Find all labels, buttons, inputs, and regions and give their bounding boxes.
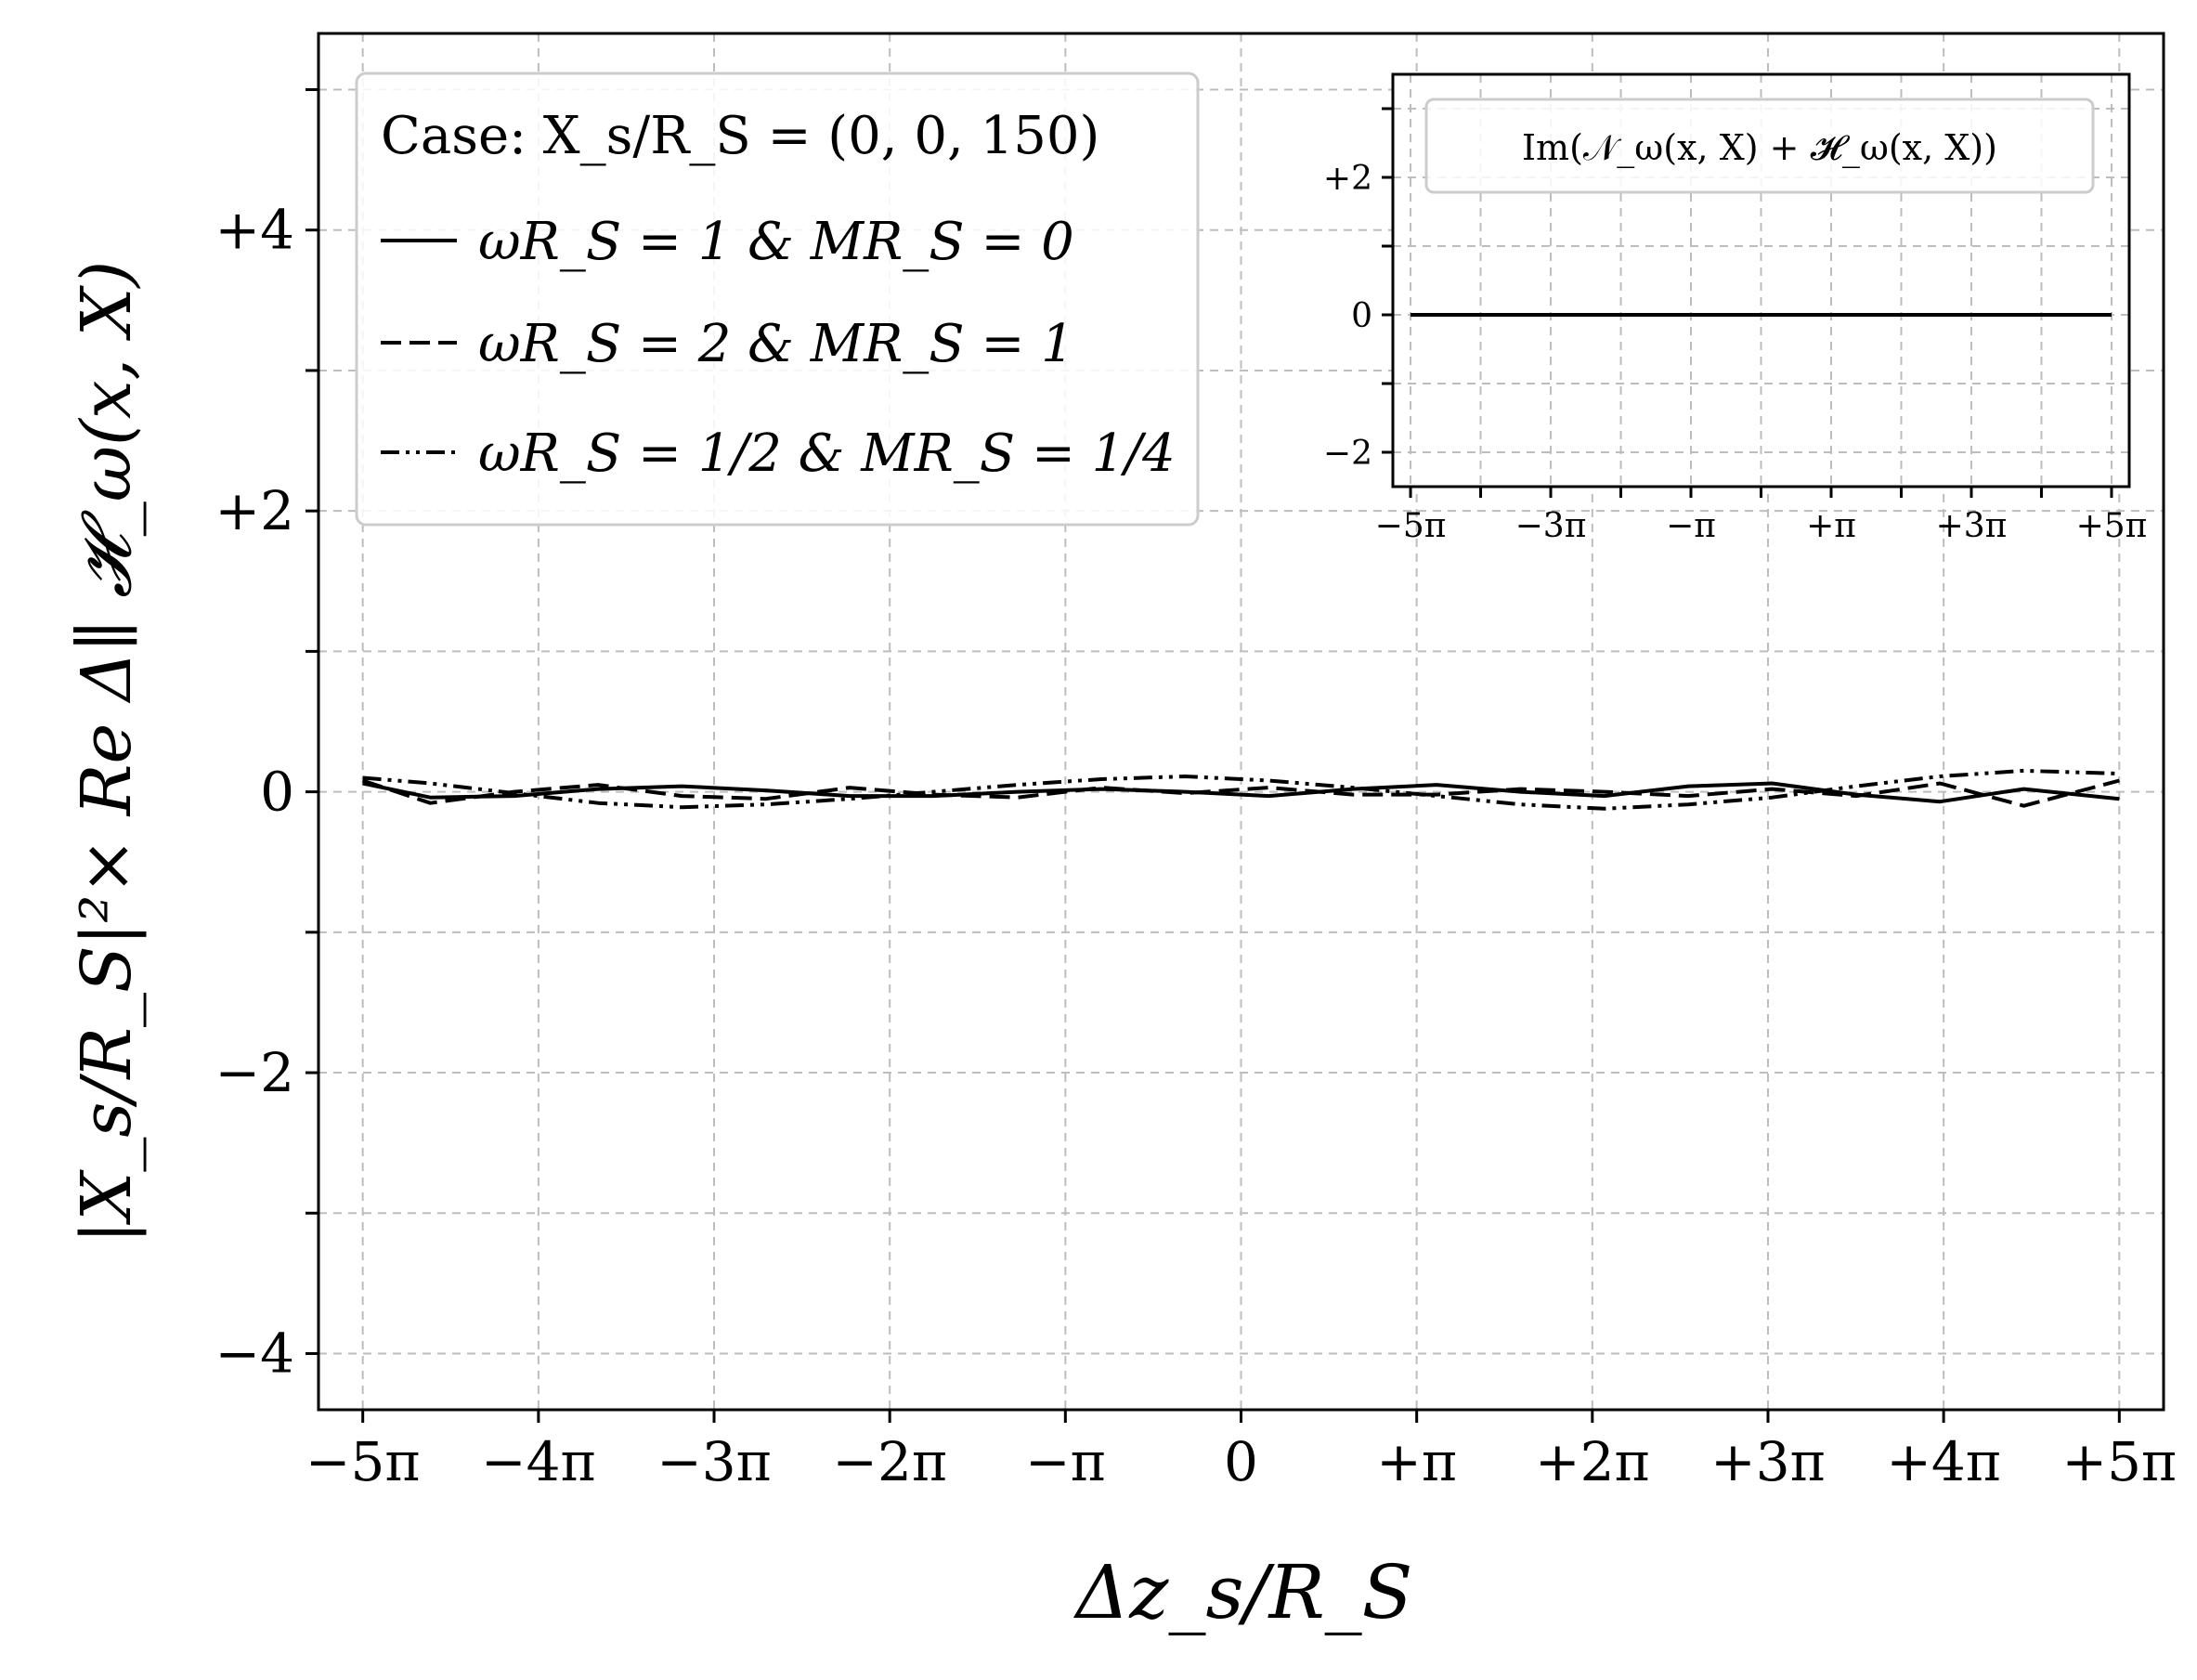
series-line-1 bbox=[362, 781, 2120, 804]
x-tick-label: −3π bbox=[1515, 507, 1587, 545]
series-line-3 bbox=[362, 768, 2120, 811]
legend-entries: ωR_S = 1 & MR_S = 0 ωR_S = 2 & MR_S = 1 ωR… bbox=[381, 212, 1176, 484]
y-axis-label: |X_s/R_S|²× Re Δ∥ 𝓗_ω(x, X) bbox=[67, 261, 147, 1244]
y-tick-label: +2 bbox=[215, 479, 295, 542]
x-tick-label: −5π bbox=[1375, 507, 1447, 545]
x-tick-label: −4π bbox=[481, 1430, 596, 1493]
inset-ticks: −5π −3π −π +π +3π +5π −2 0 +2 bbox=[1323, 107, 2148, 545]
main-series-group bbox=[361, 768, 2120, 811]
x-tick-label: +4π bbox=[1886, 1430, 2001, 1493]
x-tick-label: −π bbox=[1025, 1430, 1106, 1493]
y-tick-label: +2 bbox=[1323, 160, 1372, 198]
main-legend: Case: X_s/R_S = (0, 0, 150) ωR_S = 1 & M… bbox=[355, 72, 1200, 527]
x-tick-label: +3π bbox=[1710, 1430, 1826, 1493]
inset-legend-label: Im(𝒩_ω(x, X) + 𝓗_ω(x, X)) bbox=[1522, 127, 1997, 169]
series-line-2 bbox=[361, 778, 2120, 808]
x-tick-label: −3π bbox=[656, 1430, 772, 1493]
legend-title: Case: X_s/R_S = (0, 0, 150) bbox=[381, 106, 1099, 166]
inset-legend-box bbox=[1424, 98, 2095, 194]
y-tick-label: 0 bbox=[1351, 297, 1372, 335]
main-legend-box bbox=[355, 72, 1200, 527]
legend-label-2: ωR_S = 2 & MR_S = 1 bbox=[478, 314, 1074, 374]
y-tick-label: −4 bbox=[215, 1322, 295, 1386]
y-tick-label: +4 bbox=[215, 199, 295, 262]
x-tick-label: +π bbox=[1376, 1430, 1457, 1493]
x-tick-label: +π bbox=[1806, 507, 1856, 545]
main-ticks: −5π −4π −3π −2π −π 0 +π +2π +3π +4π +5π −4 −2 0 +2 +4 bbox=[215, 87, 2177, 1493]
x-tick-label: +5π bbox=[2076, 507, 2148, 545]
y-tick-label: −2 bbox=[1323, 435, 1372, 473]
x-tick-label: +5π bbox=[2061, 1430, 2177, 1493]
x-axis-label: Δz_s/R_S bbox=[1073, 1549, 1413, 1635]
y-tick-label: 0 bbox=[260, 761, 294, 824]
x-tick-label: +3π bbox=[1936, 507, 2008, 545]
x-tick-label: −2π bbox=[832, 1430, 947, 1493]
x-tick-label: +2π bbox=[1535, 1430, 1650, 1493]
y-tick-label: −2 bbox=[215, 1041, 295, 1104]
legend-label-3: ωR_S = 1/2 & MR_S = 1/4 bbox=[478, 423, 1176, 484]
x-tick-label: 0 bbox=[1224, 1430, 1258, 1493]
inset-legend: Im(𝒩_ω(x, X) + 𝓗_ω(x, X)) bbox=[1424, 98, 2095, 194]
x-tick-label: −5π bbox=[306, 1430, 421, 1493]
legend-label-1: ωR_S = 1 & MR_S = 0 bbox=[478, 212, 1074, 272]
x-tick-label: −π bbox=[1666, 507, 1716, 545]
